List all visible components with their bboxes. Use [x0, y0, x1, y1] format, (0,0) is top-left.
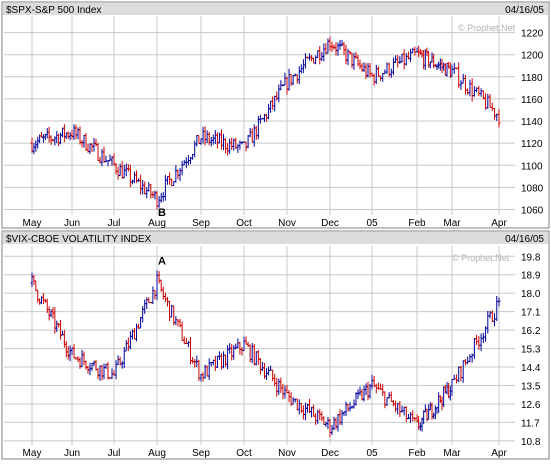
spx-y-tick-label: 1140 — [521, 117, 543, 128]
spx-x-tick-label: Aug — [148, 218, 166, 229]
vix-x-tick-label: Oct — [236, 448, 252, 459]
vix-x-tick-label: Nov — [278, 448, 296, 459]
spx-x-tick-label: Feb — [408, 218, 426, 229]
vix-y-ticks: 10.8 11.7 12.6 13.5 14.4 15.3 16.2 17.1 18.0 18.9… — [521, 252, 541, 448]
spx-title: $SPX-S&P 500 Index — [6, 5, 101, 16]
spx-y-tick-label: 1060 — [521, 205, 544, 216]
spx-y-tick-label: 1200 — [521, 51, 544, 62]
spx-header — [3, 3, 548, 15]
vix-y-tick-label: 14.4 — [521, 363, 541, 374]
vix-grid — [4, 246, 515, 445]
spx-panel: $SPX-S&P 500 Index 04/16/05 © Prophet.Ne… — [1, 1, 550, 229]
vix-y-tick-label: 19.8 — [521, 252, 541, 263]
vix-y-tick-label: 18.9 — [521, 271, 541, 282]
vix-title: $VIX-CBOE VOLATILITY INDEX — [6, 234, 152, 245]
vix-bars — [30, 270, 501, 438]
spx-y-tick-label: 1120 — [521, 139, 543, 150]
spx-y-tick-label: 1160 — [521, 95, 543, 106]
vix-x-tick-label: Sep — [192, 448, 210, 459]
spx-grid — [4, 16, 515, 215]
vix-x-tick-label: Jul — [108, 448, 121, 459]
vix-y-tick-label: 18.0 — [521, 289, 541, 300]
vix-panel: $VIX-CBOE VOLATILITY INDEX 04/16/05 © Pr… — [1, 230, 550, 460]
vix-x-tick-label: Feb — [408, 448, 426, 459]
spx-bars — [30, 36, 501, 210]
vix-y-tick-label: 15.3 — [521, 345, 541, 356]
spx-x-tick-label: Nov — [278, 218, 296, 229]
spx-x-ticks: May Jun Jul Aug Sep Oct Nov Dec 05 Feb Mar Apr — [23, 218, 508, 229]
vix-y-tick-label: 11.7 — [521, 418, 540, 429]
vix-watermark: © Prophet.Net — [452, 253, 510, 263]
spx-y-tick-label: 1100 — [521, 161, 543, 172]
spx-y-ticks: 1060 1080 1100 1120 1140 1160 1180 1200 1220 — [521, 29, 544, 217]
spx-y-tick-label: 1180 — [521, 73, 543, 84]
spx-frame — [1, 1, 550, 229]
spx-x-tick-label: Jul — [108, 218, 121, 229]
spx-x-tick-label: 05 — [366, 218, 378, 229]
vix-y-tick-label: 13.5 — [521, 382, 541, 393]
spx-watermark: © Prophet.Net — [458, 23, 516, 33]
spx-date: 04/16/05 — [505, 5, 544, 16]
spx-y-tick-label: 1220 — [521, 29, 544, 40]
vix-header — [3, 232, 548, 244]
vix-x-tick-label: Mar — [443, 448, 461, 459]
vix-y-tick-label: 17.1 — [521, 308, 541, 319]
vix-x-tick-label: Jun — [64, 448, 80, 459]
spx-ohlc-bar — [497, 108, 501, 128]
spx-y-tick-label: 1080 — [521, 183, 544, 194]
vix-date: 04/16/05 — [505, 234, 544, 245]
vix-y-tick-label: 16.2 — [521, 326, 541, 337]
vix-x-tick-label: Aug — [148, 448, 166, 459]
spx-x-tick-label: Oct — [236, 218, 252, 229]
vix-x-ticks: May Jun Jul Aug Sep Oct Nov Dec 05 Feb Mar Apr — [23, 448, 508, 459]
vix-x-tick-label: May — [23, 448, 42, 459]
vix-y-tick-label: 10.8 — [521, 437, 541, 448]
vix-annotation-a: A — [158, 255, 166, 267]
vix-ohlc-bar — [497, 297, 501, 307]
spx-x-tick-label: Apr — [491, 218, 507, 229]
vix-frame — [1, 230, 550, 460]
spx-annotation-b: B — [158, 207, 166, 219]
spx-x-tick-label: Dec — [321, 218, 339, 229]
vix-x-tick-label: 05 — [366, 448, 378, 459]
vix-y-tick-label: 12.6 — [521, 400, 541, 411]
vix-x-tick-label: Apr — [491, 448, 507, 459]
vix-x-tick-label: Dec — [321, 448, 339, 459]
spx-x-tick-label: Sep — [192, 218, 210, 229]
spx-x-tick-label: Mar — [443, 218, 461, 229]
spx-x-tick-label: Jun — [64, 218, 80, 229]
spx-x-tick-label: May — [23, 218, 42, 229]
